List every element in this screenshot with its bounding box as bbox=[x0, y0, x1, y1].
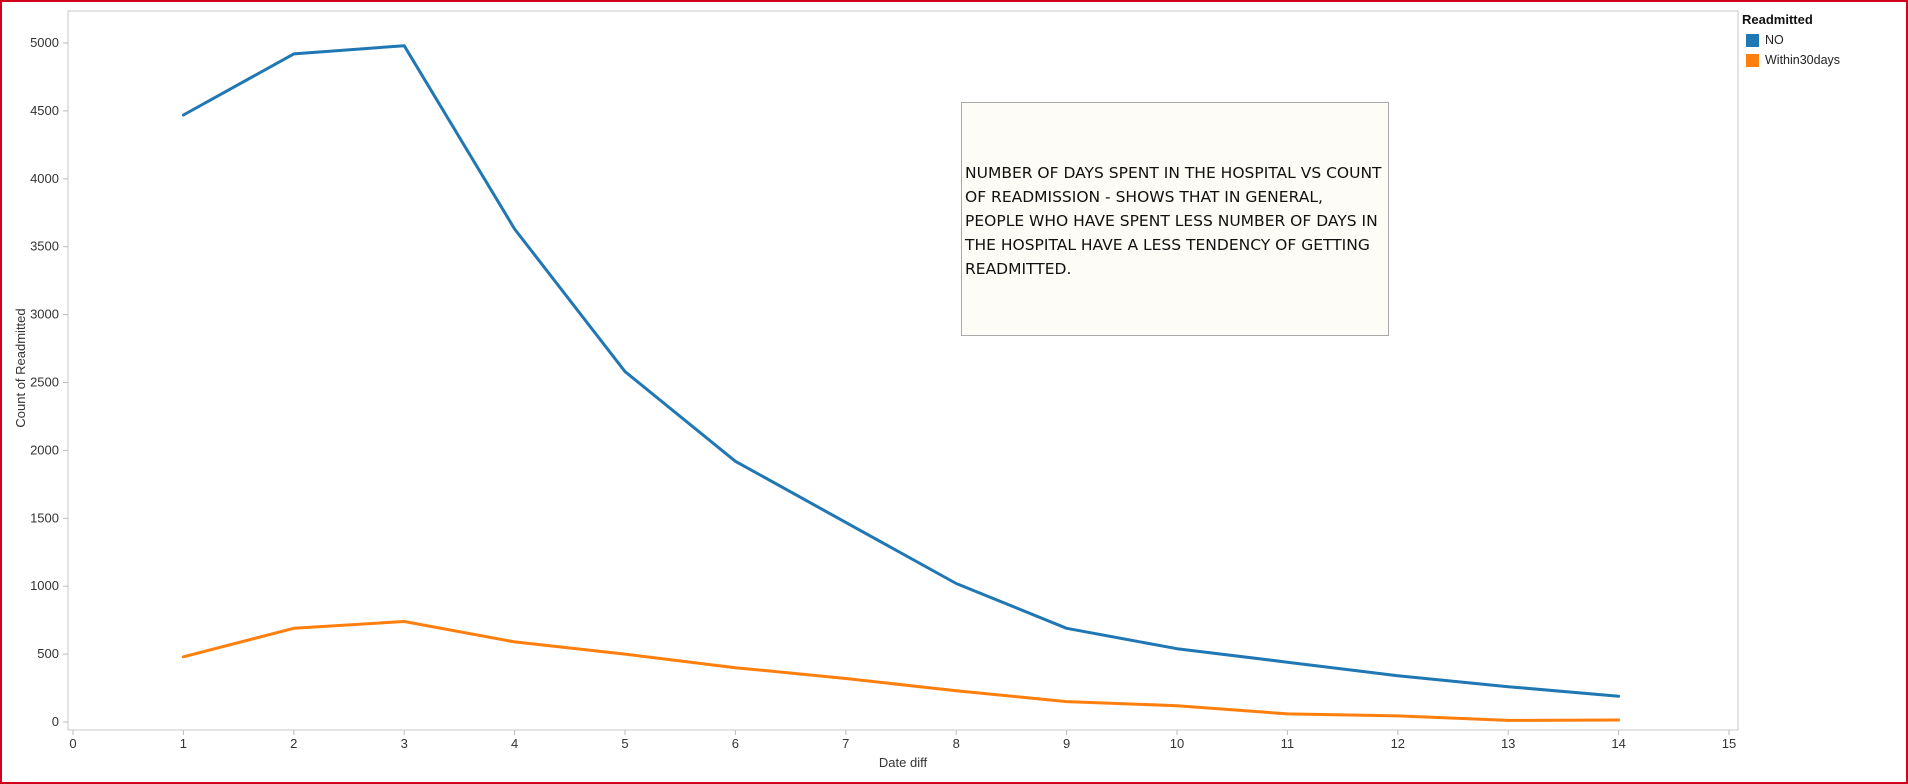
data-point-no bbox=[182, 113, 185, 117]
data-point-within30days bbox=[513, 640, 516, 644]
data-point-no bbox=[1286, 661, 1289, 664]
data-point-within30days bbox=[1175, 704, 1179, 707]
data-point-no bbox=[623, 370, 627, 373]
x-tick-label: 4 bbox=[511, 736, 518, 751]
x-tick-label: 1 bbox=[180, 736, 187, 751]
legend-swatch bbox=[1746, 33, 1759, 47]
annotation-box: NUMBER OF DAYS SPENT IN THE HOSPITAL VS … bbox=[961, 102, 1389, 336]
data-point-within30days bbox=[734, 666, 737, 669]
legend-label: Within30days bbox=[1765, 53, 1841, 67]
x-tick-label: 8 bbox=[953, 736, 960, 751]
x-tick-label: 0 bbox=[69, 736, 76, 751]
legend-items: NO Within30days bbox=[1742, 30, 1902, 70]
data-point-within30days bbox=[403, 620, 406, 623]
x-tick-label: 15 bbox=[1722, 736, 1736, 751]
series-lines bbox=[181, 44, 1621, 722]
legend: Readmitted NO Within30days bbox=[1742, 12, 1902, 70]
data-point-no bbox=[1065, 627, 1068, 630]
annotation-text: NUMBER OF DAYS SPENT IN THE HOSPITAL VS … bbox=[965, 164, 1382, 278]
data-point-within30days bbox=[292, 627, 295, 630]
x-tick-label: 2 bbox=[290, 736, 297, 751]
x-tick-label: 3 bbox=[401, 736, 408, 751]
data-point-no bbox=[1396, 674, 1400, 678]
y-tick-label: 0 bbox=[52, 714, 59, 729]
data-point-within30days bbox=[1507, 719, 1510, 722]
data-point-no bbox=[403, 44, 406, 47]
data-point-within30days bbox=[955, 689, 958, 692]
data-point-no bbox=[1507, 685, 1510, 688]
y-tick-label: 4500 bbox=[30, 103, 59, 118]
legend-item-within30days[interactable]: Within30days bbox=[1742, 50, 1902, 70]
y-tick-label: 3500 bbox=[30, 239, 59, 254]
y-tick-label: 1000 bbox=[30, 578, 59, 593]
x-tick-label: 12 bbox=[1391, 736, 1405, 751]
data-point-no bbox=[734, 460, 737, 463]
y-tick-label: 4000 bbox=[30, 171, 59, 186]
x-axis-title: Date diff bbox=[879, 755, 928, 770]
data-point-no bbox=[844, 521, 847, 524]
legend-swatch bbox=[1746, 53, 1759, 67]
y-tick-label: 1500 bbox=[30, 510, 59, 525]
y-tick-label: 2000 bbox=[30, 442, 59, 457]
data-point-no bbox=[292, 52, 295, 56]
y-tick-label: 5000 bbox=[30, 35, 59, 50]
x-tick-label: 11 bbox=[1281, 736, 1295, 751]
series-line-no bbox=[181, 44, 1621, 698]
data-point-within30days bbox=[1617, 718, 1620, 722]
series-line-within30days bbox=[181, 620, 1621, 722]
data-point-within30days bbox=[1396, 714, 1400, 718]
y-axis: 0 500 1000 1500 2000 2500 3000 3500 4000 4500 5000 bbox=[30, 35, 68, 729]
data-point-no bbox=[1175, 647, 1179, 650]
data-point-within30days bbox=[623, 652, 627, 656]
x-tick-label: 7 bbox=[842, 736, 849, 751]
y-tick-label: 2500 bbox=[30, 375, 59, 390]
x-tick-label: 13 bbox=[1501, 736, 1515, 751]
x-tick-label: 6 bbox=[732, 736, 739, 751]
x-tick-label: 14 bbox=[1611, 736, 1625, 751]
legend-label: NO bbox=[1765, 33, 1784, 47]
data-point-no bbox=[955, 582, 958, 585]
legend-title: Readmitted bbox=[1742, 12, 1813, 27]
x-tick-label: 9 bbox=[1063, 736, 1070, 751]
x-tick-label: 10 bbox=[1170, 736, 1184, 751]
x-tick-label: 5 bbox=[621, 736, 628, 751]
data-point-within30days bbox=[1286, 712, 1289, 716]
y-tick-label: 500 bbox=[37, 646, 59, 661]
data-point-within30days bbox=[182, 655, 185, 659]
y-tick-label: 3000 bbox=[30, 307, 59, 322]
legend-item-no[interactable]: NO bbox=[1742, 30, 1902, 50]
y-axis-title: Count of Readmitted bbox=[13, 308, 28, 427]
data-point-within30days bbox=[844, 677, 847, 680]
data-point-no bbox=[513, 227, 516, 231]
data-point-no bbox=[1617, 694, 1620, 698]
data-point-within30days bbox=[1065, 700, 1068, 703]
plot-area bbox=[67, 10, 1739, 731]
x-axis: 0 1 2 3 4 5 6 7 8 9 10 11 12 13 14 15 bbox=[69, 730, 1736, 751]
